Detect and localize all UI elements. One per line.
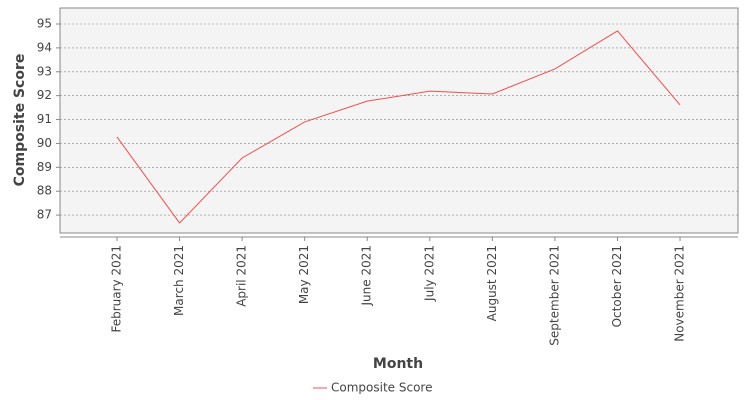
legend-label: Composite Score bbox=[331, 381, 432, 395]
x-tick-label: March 2021 bbox=[172, 245, 186, 316]
x-tick-label: July 2021 bbox=[422, 245, 436, 302]
data-line bbox=[116, 30, 681, 224]
y-axis-label: Composite Score bbox=[12, 54, 28, 187]
y-tick-label: 93 bbox=[37, 64, 52, 78]
x-tick-label: February 2021 bbox=[110, 245, 124, 333]
x-tick-label: April 2021 bbox=[235, 245, 249, 307]
x-tick-label: August 2021 bbox=[485, 245, 499, 321]
plot-area bbox=[59, 7, 739, 234]
y-tick-label: 87 bbox=[37, 208, 52, 222]
x-tick-label: September 2021 bbox=[547, 245, 561, 346]
y-tick-label: 88 bbox=[37, 184, 52, 198]
y-tick-label: 90 bbox=[37, 136, 52, 150]
x-axis-label: Month bbox=[373, 356, 423, 372]
y-tick-label: 94 bbox=[37, 40, 52, 54]
x-tick-label: May 2021 bbox=[297, 245, 311, 304]
y-tick-label: 95 bbox=[37, 17, 52, 31]
x-tick-label: June 2021 bbox=[360, 245, 374, 307]
x-tick-label: November 2021 bbox=[673, 245, 687, 342]
y-tick-label: 89 bbox=[37, 160, 52, 174]
x-tick-label: October 2021 bbox=[610, 245, 624, 327]
y-tick-label: 91 bbox=[37, 112, 52, 126]
y-tick-label: 92 bbox=[37, 88, 52, 102]
